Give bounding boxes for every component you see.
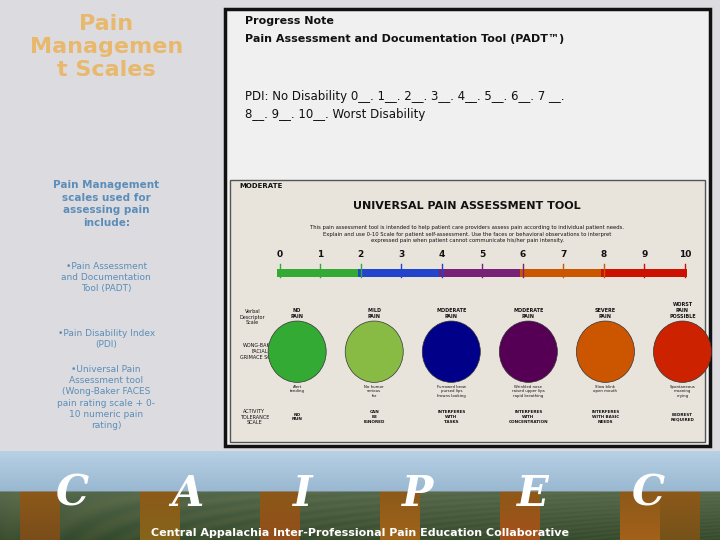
Text: C: C: [55, 472, 89, 515]
Text: UNIVERSAL PAIN ASSESSMENT TOOL: UNIVERSAL PAIN ASSESSMENT TOOL: [354, 201, 581, 211]
Bar: [277, 269, 363, 278]
Text: INTERFERES
WITH
TASKS: INTERFERES WITH TASKS: [437, 410, 465, 424]
Text: Central Appalachia Inter-Professional Pain Education Collaborative: Central Appalachia Inter-Professional Pa…: [151, 528, 569, 538]
FancyBboxPatch shape: [225, 9, 710, 447]
Bar: [521, 269, 606, 278]
Text: MODERATE
PAIN: MODERATE PAIN: [436, 308, 467, 319]
Text: NO
PAIN: NO PAIN: [292, 413, 302, 421]
Text: 0: 0: [276, 250, 283, 259]
Ellipse shape: [422, 321, 480, 382]
Text: Verbal
Descriptor
Scale: Verbal Descriptor Scale: [240, 309, 265, 326]
Text: 5: 5: [480, 250, 485, 259]
Ellipse shape: [577, 321, 634, 382]
Text: BEDREST
REQUIRED: BEDREST REQUIRED: [670, 413, 694, 421]
FancyBboxPatch shape: [230, 180, 705, 442]
Ellipse shape: [654, 321, 711, 382]
Ellipse shape: [345, 321, 403, 382]
Text: •Universal Pain
Assessment tool
(Wong-Baker FACES
pain rating scale + 0-
10 nume: •Universal Pain Assessment tool (Wong-Ba…: [57, 365, 156, 430]
Text: Progress Note: Progress Note: [245, 16, 333, 26]
Text: WORST
PAIN
POSSIBLE: WORST PAIN POSSIBLE: [669, 302, 696, 319]
Text: Furrowed brow
pursed lips
frowns looking: Furrowed brow pursed lips frowns looking: [437, 384, 466, 398]
Text: INTERFERES
WITH BASIC
NEEDS: INTERFERES WITH BASIC NEEDS: [591, 410, 619, 424]
Text: Pain Assessment and Documentation Tool (PADT™): Pain Assessment and Documentation Tool (…: [245, 34, 564, 44]
Text: •Pain Assessment
and Documentation
Tool (PADT): •Pain Assessment and Documentation Tool …: [61, 261, 151, 293]
Text: Pain
Managemen
t Scales: Pain Managemen t Scales: [30, 14, 183, 80]
Text: A: A: [171, 472, 203, 515]
Text: This pain assessment tool is intended to help patient care providers assess pain: This pain assessment tool is intended to…: [310, 226, 624, 243]
Text: Pain Management
scales used for
assessing pain
include:: Pain Management scales used for assessin…: [53, 180, 159, 227]
Ellipse shape: [500, 321, 557, 382]
Text: MILD
PAIN: MILD PAIN: [367, 308, 381, 319]
Text: Spontaneous
moaning
crying: Spontaneous moaning crying: [670, 384, 696, 398]
Text: ACTIVITY
TOLERANCE
SCALE: ACTIVITY TOLERANCE SCALE: [240, 409, 269, 426]
Text: 2: 2: [358, 250, 364, 259]
Text: 8: 8: [600, 250, 607, 259]
Text: 7: 7: [560, 250, 567, 259]
Bar: [359, 269, 444, 278]
Text: MODERATE: MODERATE: [240, 183, 283, 188]
Text: P: P: [402, 472, 433, 515]
Text: 3: 3: [398, 250, 405, 259]
Text: 6: 6: [520, 250, 526, 259]
Bar: [601, 269, 688, 278]
Ellipse shape: [268, 321, 326, 382]
Text: PDI: No Disability 0__. 1__. 2__. 3__. 4__. 5__. 6__. 7 __.
8__. 9__. 10__. Wors: PDI: No Disability 0__. 1__. 2__. 3__. 4…: [245, 90, 564, 121]
Text: INTERFERES
WITH
CONCENTRATION: INTERFERES WITH CONCENTRATION: [508, 410, 548, 424]
Text: 1: 1: [317, 250, 323, 259]
Text: MODERATE
PAIN: MODERATE PAIN: [513, 308, 544, 319]
Text: No humor
serious
far: No humor serious far: [364, 384, 384, 398]
Text: NO
PAIN: NO PAIN: [291, 308, 304, 319]
Text: 10: 10: [679, 250, 691, 259]
Text: Wrinkled nose
raised upper lips
rapid breathing: Wrinkled nose raised upper lips rapid br…: [512, 384, 545, 398]
Text: CAN
BE
IGNORED: CAN BE IGNORED: [364, 410, 385, 424]
Bar: [439, 269, 526, 278]
Text: Alert
tending: Alert tending: [289, 384, 305, 393]
Text: I: I: [292, 472, 312, 515]
Text: Slow blink
open mouth: Slow blink open mouth: [593, 384, 618, 393]
Text: 9: 9: [642, 250, 647, 259]
Text: WONG-BAKER
FACIAL
GRIMACE SCALE: WONG-BAKER FACIAL GRIMACE SCALE: [240, 343, 279, 360]
Text: 4: 4: [438, 250, 445, 259]
Text: C: C: [631, 472, 665, 515]
Text: •Pain Disability Index
(PDI): •Pain Disability Index (PDI): [58, 329, 155, 349]
Text: E: E: [517, 472, 549, 515]
Text: SEVERE
PAIN: SEVERE PAIN: [595, 308, 616, 319]
